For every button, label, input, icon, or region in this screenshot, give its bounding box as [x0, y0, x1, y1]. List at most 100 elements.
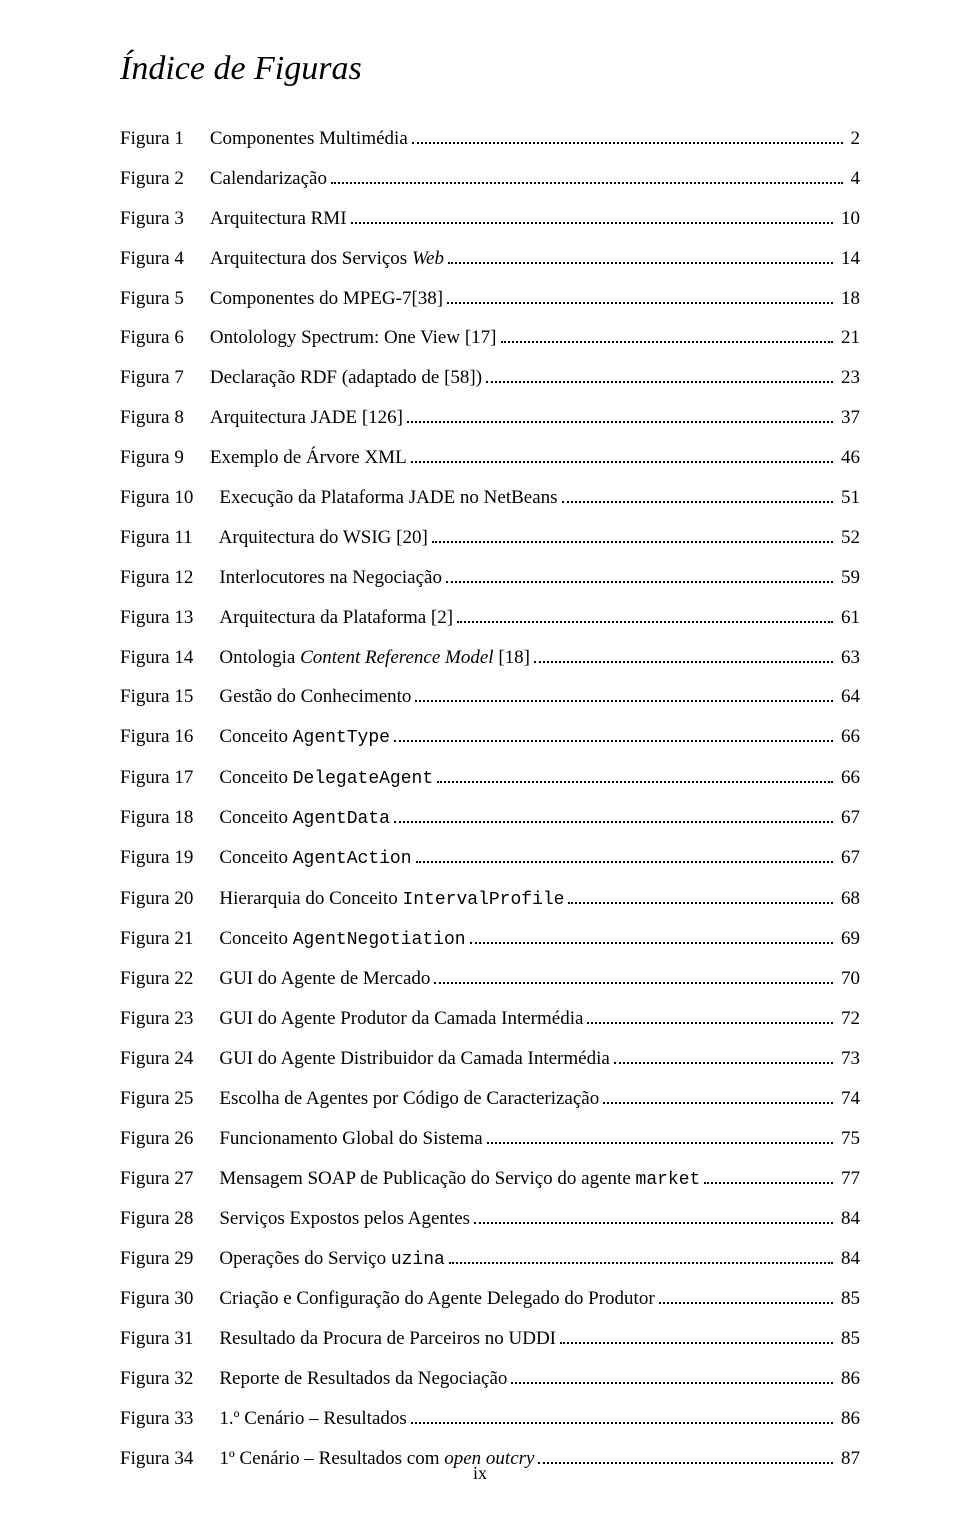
entry-page: 37 [837, 403, 860, 433]
entry-description: Reporte de Resultados da Negociação [219, 1364, 507, 1394]
leader-dots [501, 324, 834, 343]
entry-description: Conceito DelegateAgent [219, 763, 433, 794]
entry-label: Figura 18 [120, 803, 219, 833]
entry-page: 85 [837, 1284, 860, 1314]
toc-entry: Figura 2Calendarização4 [120, 164, 860, 194]
entry-page: 21 [837, 323, 860, 353]
entry-page: 67 [837, 843, 860, 873]
leader-dots [562, 484, 833, 503]
toc-entry: Figura 13Arquitectura da Plataforma [2] 6… [120, 603, 860, 633]
leader-dots [447, 284, 833, 303]
toc-entry: Figura 8Arquitectura JADE [126] 37 [120, 403, 860, 433]
entry-description: Interlocutores na Negociação [219, 563, 442, 593]
leader-dots [434, 965, 833, 984]
entry-page: 84 [837, 1204, 860, 1234]
leader-dots [437, 764, 833, 783]
entry-label: Figura 26 [120, 1124, 219, 1154]
entry-page: 63 [837, 643, 860, 673]
entry-label: Figura 7 [120, 363, 210, 393]
entry-description: Criação e Configuração do Agente Delegad… [219, 1284, 654, 1314]
entry-description: GUI do Agente de Mercado [219, 964, 430, 994]
leader-dots [351, 205, 833, 224]
toc-entry: Figura 32Reporte de Resultados da Negoci… [120, 1364, 860, 1394]
entry-label: Figura 21 [120, 924, 219, 954]
entry-label: Figura 22 [120, 964, 219, 994]
entry-description: GUI do Agente Distribuidor da Camada Int… [219, 1044, 609, 1074]
entry-page: 66 [837, 722, 860, 752]
entry-page: 67 [837, 803, 860, 833]
entry-page: 64 [837, 682, 860, 712]
toc-entry: Figura 5Componentes do MPEG-7[38]18 [120, 284, 860, 314]
leader-dots [470, 925, 833, 944]
toc-entry: Figura 30Criação e Configuração do Agent… [120, 1284, 860, 1314]
entry-description: Ontolology Spectrum: One View [17] [210, 323, 497, 353]
leader-dots [511, 1365, 833, 1384]
entry-label: Figura 33 [120, 1404, 219, 1434]
entry-description: Conceito AgentNegotiation [219, 924, 465, 955]
toc-entry: Figura 26Funcionamento Global do Sistema… [120, 1124, 860, 1154]
entry-page: 74 [837, 1084, 860, 1114]
toc-entry: Figura 6Ontolology Spectrum: One View [1… [120, 323, 860, 353]
leader-dots [432, 524, 833, 543]
entry-page: 85 [837, 1324, 860, 1354]
entry-description: Conceito AgentAction [219, 843, 411, 874]
toc-entry: Figura 29Operações do Serviço uzina84 [120, 1244, 860, 1275]
entry-page: 68 [837, 884, 860, 914]
leader-dots [704, 1165, 833, 1184]
entry-description: Exemplo de Árvore XML [210, 443, 407, 473]
toc-entry: Figura 7Declaração RDF (adaptado de [58]… [120, 363, 860, 393]
document-page: Índice de Figuras Figura 1Componentes Mu… [0, 0, 960, 1524]
entry-label: Figura 23 [120, 1004, 219, 1034]
toc-entry: Figura 27Mensagem SOAP de Publicação do … [120, 1164, 860, 1195]
entry-description: Conceito AgentData [219, 803, 390, 834]
toc-entry: Figura 16Conceito AgentType66 [120, 722, 860, 753]
entry-label: Figura 16 [120, 722, 219, 752]
entry-label: Figura 9 [120, 443, 210, 473]
entry-description: Operações do Serviço uzina [219, 1244, 444, 1275]
entry-label: Figura 10 [120, 483, 219, 513]
entry-label: Figura 15 [120, 682, 219, 712]
entry-label: Figura 17 [120, 763, 219, 793]
leader-dots [448, 245, 833, 264]
entry-page: 75 [837, 1124, 860, 1154]
toc-entry: Figura 28Serviços Expostos pelos Agentes… [120, 1204, 860, 1234]
entry-label: Figura 30 [120, 1284, 219, 1314]
toc-entry: Figura 31Resultado da Procura de Parceir… [120, 1324, 860, 1354]
toc-entry: Figura 25Escolha de Agentes por Código d… [120, 1084, 860, 1114]
entry-page: 23 [837, 363, 860, 393]
entry-description: Declaração RDF (adaptado de [58]) [210, 363, 482, 393]
entry-label: Figura 5 [120, 284, 210, 314]
entry-page: 61 [837, 603, 860, 633]
entry-description: Arquitectura JADE [126] [210, 403, 403, 433]
entry-label: Figura 32 [120, 1364, 219, 1394]
entry-description: Arquitectura dos Serviços Web [210, 244, 444, 274]
entry-label: Figura 8 [120, 403, 210, 433]
toc-entry: Figura 11Arquitectura do WSIG [20]52 [120, 523, 860, 553]
entry-label: Figura 13 [120, 603, 219, 633]
toc-entry: Figura 10Execução da Plataforma JADE no … [120, 483, 860, 513]
leader-dots [534, 643, 833, 662]
leader-dots [614, 1045, 833, 1064]
toc-entry: Figura 23GUI do Agente Produtor da Camad… [120, 1004, 860, 1034]
entry-label: Figura 1 [120, 124, 210, 154]
entry-page: 4 [847, 164, 861, 194]
toc-entry: Figura 1Componentes Multimédia2 [120, 124, 860, 154]
entry-description: Componentes Multimédia [210, 124, 408, 154]
entry-page: 72 [837, 1004, 860, 1034]
leader-dots [394, 723, 833, 742]
entry-page: 69 [837, 924, 860, 954]
entry-description: Resultado da Procura de Parceiros no UDD… [219, 1324, 556, 1354]
leader-dots [411, 1405, 833, 1424]
entry-description: Componentes do MPEG-7[38] [210, 284, 443, 314]
entry-page: 52 [837, 523, 860, 553]
toc-entry: Figura 19Conceito AgentAction67 [120, 843, 860, 874]
entry-description: Hierarquia do Conceito IntervalProfile [219, 884, 564, 915]
leader-dots [486, 364, 833, 383]
toc-entry: Figura 9Exemplo de Árvore XML46 [120, 443, 860, 473]
entry-description: Execução da Plataforma JADE no NetBeans [219, 483, 557, 513]
entry-label: Figura 27 [120, 1164, 219, 1194]
toc-entry: Figura 24GUI do Agente Distribuidor da C… [120, 1044, 860, 1074]
leader-dots [449, 1245, 833, 1264]
entry-page: 73 [837, 1044, 860, 1074]
entry-description: Arquitectura da Plataforma [2] [219, 603, 453, 633]
